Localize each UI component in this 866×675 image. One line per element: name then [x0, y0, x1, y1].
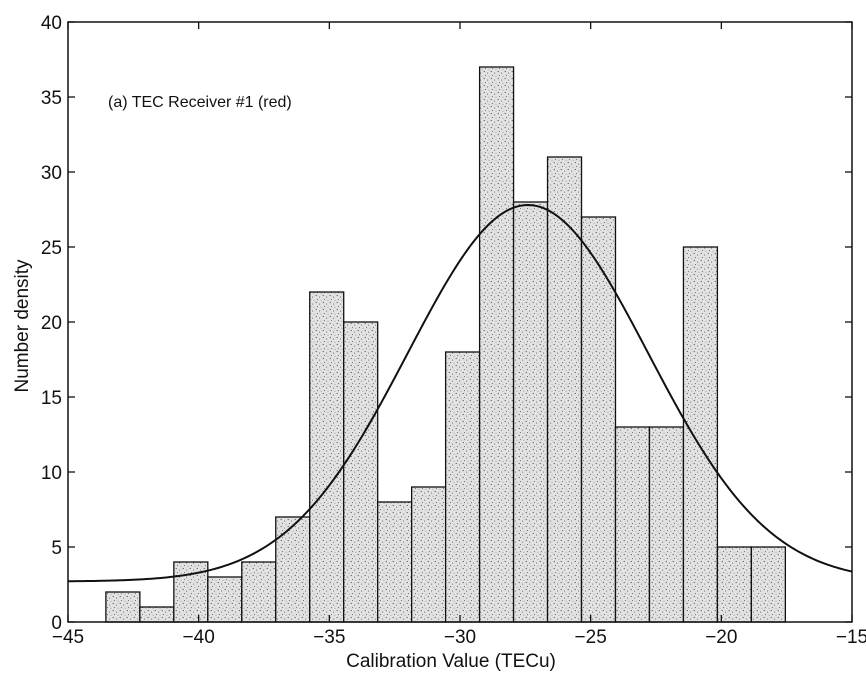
- histogram-bar: [207, 576, 243, 623]
- histogram-bar: [343, 321, 379, 623]
- y-axis-ticks: 0 5 10 15 20 25 30 35 40: [41, 13, 852, 634]
- histogram-bar: [614, 426, 651, 623]
- x-tick-label: −35: [313, 627, 345, 648]
- y-tick-label: 30: [41, 163, 62, 184]
- x-axis-title: Calibration Value (TECu): [346, 651, 556, 672]
- histogram-bar: [682, 246, 719, 623]
- histogram-bar: [512, 201, 549, 623]
- x-tick-label: −30: [444, 627, 476, 648]
- fit-curve-line: [67, 203, 853, 583]
- histogram-bar: [105, 591, 141, 623]
- histogram-bar: [377, 501, 413, 623]
- y-tick-label: 25: [41, 238, 62, 259]
- x-axis-ticks: −45 −40 −35 −30 −25 −20 −15: [52, 22, 866, 648]
- y-tick-label: 35: [41, 88, 62, 109]
- y-tick-label: 20: [41, 313, 62, 334]
- histogram-bar: [478, 66, 515, 623]
- histogram-bar: [716, 546, 753, 623]
- histogram-bar: [411, 486, 447, 623]
- y-tick-label: 10: [41, 463, 62, 484]
- histogram-bars: [105, 66, 787, 623]
- histogram-bar: [241, 561, 277, 623]
- x-tick-label: −40: [183, 627, 215, 648]
- histogram-bar: [750, 546, 787, 623]
- y-tick-label: 40: [41, 13, 62, 34]
- histogram-bar: [139, 606, 175, 623]
- x-tick-label: −25: [575, 627, 607, 648]
- histogram-bar: [648, 426, 685, 623]
- x-tick-label: −20: [705, 627, 737, 648]
- y-tick-label: 0: [51, 613, 62, 634]
- y-tick-label: 5: [51, 538, 62, 559]
- histogram-bar: [309, 291, 345, 623]
- chart-annotation: (a) TEC Receiver #1 (red): [108, 94, 292, 111]
- y-tick-label: 15: [41, 388, 62, 409]
- y-axis-title: Number density: [12, 259, 33, 393]
- histogram-bar: [444, 351, 481, 623]
- x-tick-label: −45: [52, 627, 84, 648]
- x-tick-label: −15: [836, 627, 866, 648]
- histogram-bar: [580, 216, 617, 623]
- histogram-bar: [275, 516, 311, 623]
- histogram-bar: [546, 156, 583, 623]
